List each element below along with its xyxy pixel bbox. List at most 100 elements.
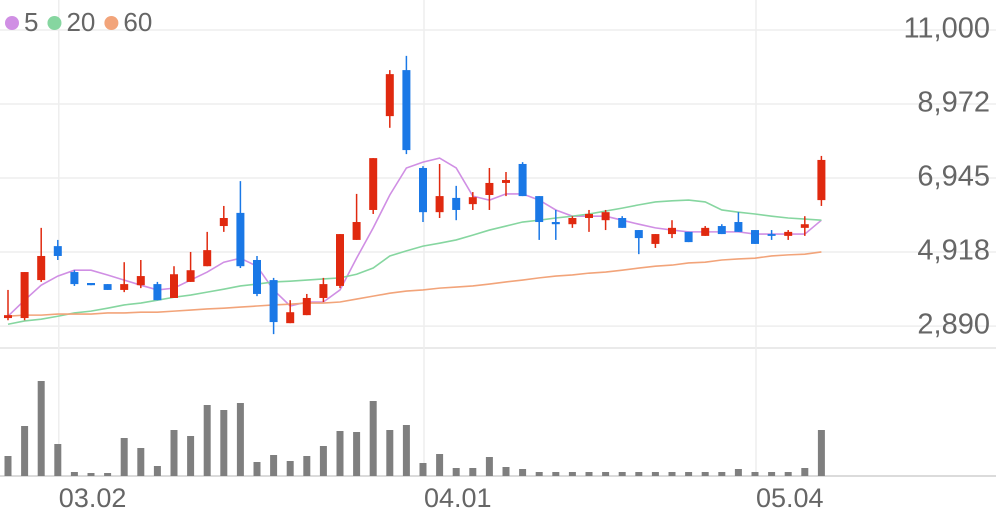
volume-bar	[21, 426, 29, 476]
candle-body	[518, 163, 527, 197]
candle-body	[186, 270, 195, 282]
volume-bar	[469, 468, 477, 476]
candle-body	[717, 226, 726, 235]
candle-body	[601, 212, 610, 221]
volume-bar	[552, 472, 560, 476]
volume-bar	[452, 468, 460, 476]
volume-bar	[568, 472, 576, 476]
volume-bar	[236, 403, 244, 476]
volume-bar	[651, 472, 659, 476]
volume-bar	[386, 430, 394, 476]
volume-bar	[784, 472, 792, 476]
candle-body	[751, 230, 759, 244]
volume-bar	[220, 410, 228, 476]
volume-bar	[734, 469, 742, 476]
candle-body	[120, 284, 129, 290]
candle-body	[817, 159, 826, 201]
volume-bar	[585, 472, 593, 476]
moving-average-line	[7, 199, 822, 326]
volume-bar	[319, 446, 327, 476]
x-tick-label: 03.02	[59, 483, 127, 513]
candle-body	[618, 218, 627, 228]
volume-bar	[153, 466, 161, 476]
volume-bar	[801, 468, 809, 476]
legend-label: 20	[66, 7, 95, 37]
candle-body	[385, 74, 394, 117]
legend-marker	[47, 16, 62, 30]
legend-marker	[5, 16, 19, 30]
volume-bar	[718, 472, 726, 476]
volume-bar	[701, 472, 709, 476]
volume-bar	[303, 456, 311, 476]
candle-body	[369, 158, 378, 210]
candle-body	[800, 224, 809, 228]
volume-bar	[485, 457, 493, 476]
y-tick-label: 11,000	[903, 13, 990, 45]
volume-bar	[70, 472, 78, 476]
candle-body	[103, 284, 112, 290]
candle-body	[20, 272, 29, 319]
volume-bar	[618, 472, 626, 476]
volume-bar	[635, 472, 643, 476]
volume-bar	[4, 456, 12, 476]
candle-body	[153, 284, 162, 301]
volume-bar	[668, 472, 676, 476]
candle-body	[485, 182, 494, 195]
volume-bar	[535, 472, 543, 476]
candle-body	[634, 230, 643, 239]
y-tick-label: 8,972	[917, 87, 990, 119]
volume-bar	[170, 430, 178, 476]
volume-bar	[436, 454, 444, 476]
candle-body	[219, 218, 228, 227]
volume-bar	[187, 436, 195, 476]
candle-body	[502, 180, 510, 183]
candle-body	[302, 297, 311, 316]
candle-body	[684, 231, 693, 243]
volume-bar	[270, 455, 278, 476]
candle-body	[87, 283, 95, 286]
candle-body	[468, 197, 477, 205]
volume-bar	[419, 463, 427, 476]
candle-body	[319, 284, 328, 298]
volume-bar	[768, 472, 776, 476]
volume-bar	[203, 405, 211, 476]
volume-bar	[369, 401, 377, 476]
candle-body	[668, 227, 676, 235]
x-tick-label: 04.01	[424, 483, 492, 513]
candle-body	[701, 227, 710, 236]
y-tick-label: 4,918	[917, 235, 990, 267]
volume-bar	[685, 472, 693, 476]
x-tick-label: 05.04	[756, 483, 824, 513]
candle-body	[170, 274, 178, 298]
candle-body	[4, 315, 12, 319]
volume-bar	[253, 462, 261, 476]
candle-body	[535, 196, 544, 223]
legend-marker	[104, 16, 119, 30]
candle-body	[203, 250, 212, 267]
candle-body	[551, 222, 560, 225]
candle-body	[435, 196, 444, 213]
volume-bar	[37, 381, 45, 476]
candle-body	[269, 280, 278, 323]
volume-bar	[602, 472, 610, 476]
moving-average-line	[7, 157, 822, 317]
volume-bar	[336, 431, 344, 476]
volume-bar	[54, 444, 62, 476]
candle-body	[784, 231, 793, 236]
candle-body	[767, 234, 776, 236]
candle-body	[336, 234, 344, 286]
legend-label: 5	[24, 7, 38, 37]
candle-body	[70, 272, 79, 285]
candle-body	[236, 212, 245, 267]
volume-bar	[137, 448, 145, 476]
candle-body	[53, 246, 62, 256]
volume-bar	[286, 461, 294, 476]
candle-body	[352, 222, 361, 240]
volume-bar	[751, 472, 759, 476]
candle-body	[452, 197, 461, 210]
candle-body	[136, 276, 145, 286]
candle-body	[402, 70, 411, 151]
volume-bar	[519, 469, 527, 476]
candle-body	[734, 222, 743, 232]
